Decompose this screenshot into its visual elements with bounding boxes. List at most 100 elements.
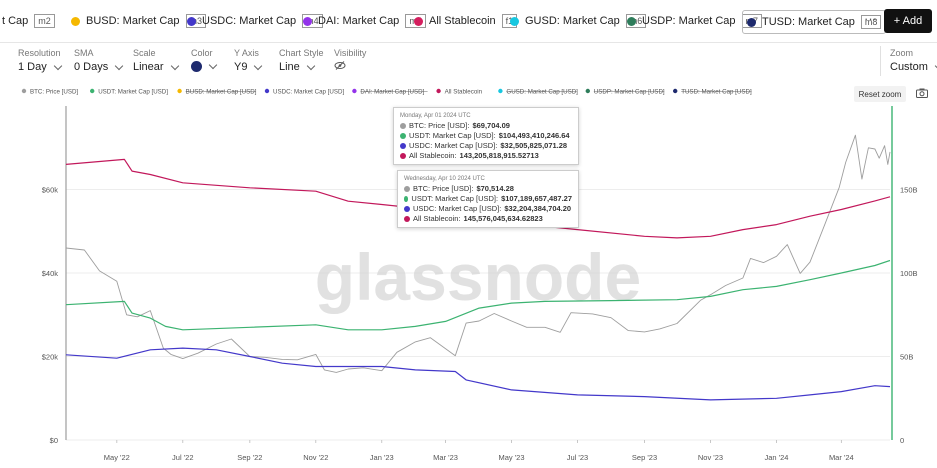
- tooltip-value: $32,505,825,071.28: [500, 141, 568, 150]
- divider: [880, 46, 881, 76]
- control-value[interactable]: 1 Day: [18, 61, 62, 73]
- chevron-down-icon: [208, 60, 218, 70]
- tooltip-row: All Stablecoin: 145,576,045,634.62823: [404, 214, 572, 224]
- control-scale[interactable]: Scale Linear: [133, 48, 179, 73]
- control-color[interactable]: Color: [191, 48, 218, 72]
- camera-icon[interactable]: [916, 88, 928, 98]
- tooltip-value: $32,204,384,704.20: [504, 204, 572, 213]
- tooltip-row: USDC: Market Cap [USD]: $32,505,825,071.2…: [400, 141, 572, 151]
- y-left-tick-label: $60k: [42, 186, 59, 195]
- metric-chip-label: t Cap: [2, 15, 29, 27]
- tooltip-series-dot: [400, 153, 406, 159]
- header-bar: t Cap m2 BUSD: Market Capm3USDC: Market Ca…: [0, 0, 937, 43]
- x-tick-label: Jan '23: [370, 453, 394, 462]
- control-label: Color: [191, 48, 213, 58]
- legend-item[interactable]: USDC: Market Cap [USD]: [264, 88, 345, 96]
- control-value[interactable]: [334, 61, 366, 70]
- control-resolution[interactable]: Resolution 1 Day: [18, 48, 62, 73]
- tooltip-value: $69,704.09: [472, 121, 510, 130]
- control-value[interactable]: [191, 60, 218, 72]
- series-color-dot: [627, 16, 636, 26]
- chevron-down-icon: [115, 61, 124, 70]
- legend-item[interactable]: BUSD: Market Cap [USD]: [177, 89, 257, 96]
- legend-label: TUSD: Market Cap [USD]: [681, 89, 752, 96]
- x-tick-label: May '22: [104, 453, 130, 462]
- legend-label: GUSD: Market Cap [USD]: [506, 89, 578, 96]
- metric-chip[interactable]: TUSD: Market Cap m8: [742, 10, 887, 34]
- control-zoom[interactable]: Zoom Custom: [890, 48, 937, 73]
- control-label: Chart Style: [279, 48, 324, 58]
- x-tick-label: May '23: [499, 453, 525, 462]
- legend-label: BUSD: Market Cap [USD]: [186, 89, 257, 96]
- series-color-dot: [414, 16, 423, 26]
- control-value[interactable]: 0 Days: [74, 61, 124, 73]
- metric-chip[interactable]: DAI: Market Capm5: [303, 10, 426, 32]
- chart: BTC: Price [USD] USDT: Market Cap [USD] BU…: [21, 88, 918, 462]
- x-tick-label: Nov '23: [698, 453, 723, 462]
- legend-item[interactable]: BTC: Price [USD]: [21, 89, 79, 96]
- tooltip-label: USDT: Market Cap [USD]:: [409, 131, 496, 140]
- control-value-text: Linear: [133, 61, 164, 73]
- metric-chip-label: BUSD: Market Cap: [86, 15, 180, 27]
- tooltip-label: USDC: Market Cap [USD]:: [409, 141, 498, 150]
- more-icon[interactable]: ···: [864, 11, 877, 26]
- series-line: [65, 347, 891, 401]
- metric-chip-key: m6: [625, 14, 647, 28]
- control-value[interactable]: Line: [279, 61, 324, 73]
- hover-tooltip: Wednesday, Apr 10 2024 UTC BTC: Price [US…: [397, 170, 579, 228]
- x-tick-label: Jul '23: [567, 453, 588, 462]
- control-value[interactable]: Y9: [234, 61, 263, 73]
- tooltip-label: BTC: Price [USD]:: [409, 121, 470, 130]
- chevron-down-icon: [170, 61, 179, 70]
- control-chart-style[interactable]: Chart Style Line: [279, 48, 324, 73]
- control-value[interactable]: Custom: [890, 61, 937, 73]
- metric-chip[interactable]: All Stablecoinf1: [414, 10, 518, 32]
- control-y-axis[interactable]: Y Axis Y9: [234, 48, 263, 73]
- series-line: [65, 259, 891, 331]
- tooltip-label: All Stablecoin:: [409, 151, 457, 160]
- control-visibility[interactable]: Visibility: [334, 48, 366, 70]
- legend-label: USDC: Market Cap [USD]: [273, 89, 344, 96]
- legend-item[interactable]: USDT: Market Cap [USD]: [90, 89, 168, 96]
- metric-chip[interactable]: GUSD: Market Cap m6: [510, 10, 647, 32]
- control-value[interactable]: Linear: [133, 61, 179, 73]
- metric-chip-key: m8: [860, 15, 882, 29]
- legend-marker: [673, 88, 678, 94]
- series-line: [65, 134, 891, 373]
- series-color-dot: [510, 16, 519, 26]
- reset-zoom-button[interactable]: Reset zoom: [854, 86, 906, 102]
- legend-item[interactable]: GUSD: Market Cap [USD]: [498, 89, 578, 96]
- tooltip-value: $70,514.28: [476, 184, 514, 193]
- y-left-tick-label: $0: [50, 436, 58, 445]
- tooltip-row: USDC: Market Cap [USD]: $32,204,384,704.2…: [404, 204, 572, 214]
- y-left-tick-label: $20k: [42, 353, 59, 362]
- add-button[interactable]: + Add: [884, 9, 932, 33]
- tooltip-series-dot: [404, 206, 410, 212]
- legend-item[interactable]: TUSD: Market Cap [USD]: [673, 89, 752, 96]
- tooltip-row: BTC: Price [USD]: $70,514.28: [404, 184, 572, 194]
- legend-item[interactable]: USDP: Market Cap [USD]: [585, 89, 665, 96]
- metric-chip[interactable]: USDC: Market Cap m4: [187, 10, 323, 32]
- legend-label: BTC: Price [USD]: [30, 89, 78, 96]
- chevron-down-icon: [53, 61, 62, 70]
- legend-marker: [436, 88, 441, 94]
- series-color-dot: [303, 16, 312, 26]
- tooltip-date: Monday, Apr 01 2024 UTC: [400, 113, 471, 119]
- legend-item[interactable]: All Stablecoin: [436, 88, 483, 96]
- legend-marker: [352, 88, 357, 94]
- tooltip-value: 145,576,045,634.62823: [463, 214, 543, 223]
- control-sma[interactable]: SMA 0 Days: [74, 48, 124, 73]
- tooltip-row: USDT: Market Cap [USD]: $107,189,657,487.…: [404, 194, 572, 204]
- metric-chip[interactable]: BUSD: Market Capm3: [71, 10, 207, 32]
- metric-chip-label: DAI: Market Cap: [318, 15, 400, 27]
- legend-marker: [264, 88, 270, 94]
- chevron-down-icon: [254, 61, 263, 70]
- tooltip-series-dot: [400, 133, 406, 139]
- tooltip-label: BTC: Price [USD]:: [413, 184, 474, 193]
- metric-chip[interactable]: t Cap m2: [2, 10, 55, 32]
- legend-item[interactable]: DAI: Market Cap [USD]: [352, 88, 428, 96]
- y-right-tick-label: 0: [900, 436, 904, 445]
- control-value-text: Y9: [234, 61, 248, 73]
- x-tick-label: Jan '24: [764, 453, 788, 462]
- x-tick-label: Mar '23: [433, 453, 458, 462]
